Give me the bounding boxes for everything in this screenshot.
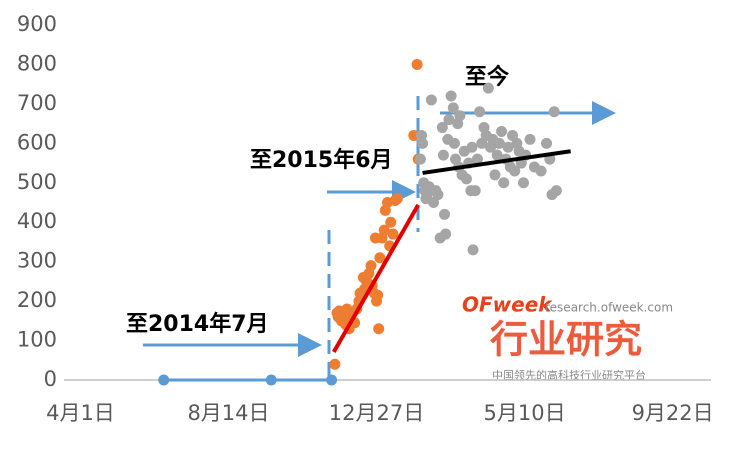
- point: [365, 260, 377, 272]
- point: [373, 323, 385, 335]
- point: [411, 58, 423, 70]
- annotation: 至2015年6月: [250, 147, 393, 173]
- annotation: 至2014年7月: [126, 311, 269, 337]
- point: [469, 185, 481, 197]
- point: [372, 289, 384, 301]
- point: [496, 126, 508, 137]
- watermark-site: research.ofweek.com: [545, 301, 673, 315]
- point: [471, 153, 483, 165]
- watermark: OFweek research.ofweek.com 行业研究 中国领先的高科技…: [462, 293, 673, 383]
- point: [414, 153, 426, 165]
- point: [493, 137, 505, 149]
- point: [467, 244, 479, 256]
- x-tick-label: 8月14日: [187, 401, 269, 425]
- point: [408, 129, 420, 141]
- point: [448, 137, 460, 149]
- point: [265, 374, 277, 386]
- y-tick-label: 700: [17, 91, 57, 115]
- point: [491, 149, 503, 161]
- point: [454, 110, 466, 122]
- point: [548, 106, 560, 118]
- point: [385, 216, 397, 228]
- series-line: [332, 203, 420, 353]
- point: [374, 252, 386, 264]
- point: [158, 374, 170, 386]
- point: [437, 149, 449, 161]
- point: [445, 90, 457, 102]
- point: [425, 94, 437, 106]
- y-tick-label: 400: [17, 209, 57, 233]
- watermark-title: 行业研究: [490, 318, 642, 362]
- point: [436, 122, 448, 134]
- point: [378, 224, 390, 236]
- point: [443, 114, 455, 126]
- point: [498, 177, 510, 189]
- y-tick-label: 800: [17, 51, 57, 75]
- y-tick-label: 900: [17, 12, 57, 36]
- point: [517, 177, 529, 189]
- point: [466, 141, 478, 153]
- point: [391, 193, 403, 205]
- point: [541, 137, 553, 149]
- point: [460, 173, 472, 185]
- x-tick-label: 5月10日: [484, 401, 566, 425]
- point: [524, 133, 536, 145]
- point: [432, 189, 444, 201]
- y-tick-label: 200: [17, 288, 57, 312]
- point: [489, 169, 501, 181]
- point: [502, 141, 514, 153]
- y-tick-label: 500: [17, 170, 57, 194]
- point: [550, 185, 562, 197]
- point: [326, 374, 338, 386]
- point: [417, 137, 429, 149]
- y-tick-label: 600: [17, 130, 57, 154]
- y-tick-label: 0: [44, 367, 57, 391]
- watermark-slogan: 中国领先的高科技行业研究平台: [492, 368, 646, 382]
- point: [474, 106, 486, 118]
- point: [535, 165, 547, 177]
- series-line: [422, 149, 571, 175]
- y-tick-label: 100: [17, 328, 57, 352]
- point: [447, 102, 459, 114]
- x-tick-label: 9月22日: [632, 401, 714, 425]
- point: [482, 82, 494, 94]
- x-tick-label: 12月27日: [329, 401, 424, 425]
- y-tick-label: 300: [17, 249, 57, 273]
- point: [329, 358, 341, 370]
- point: [439, 208, 451, 220]
- watermark-brand: OFweek: [462, 293, 553, 317]
- point: [387, 228, 399, 240]
- guides: [143, 96, 616, 380]
- point: [440, 228, 452, 240]
- point: [509, 165, 521, 177]
- x-tick-label: 4月1日: [46, 401, 115, 425]
